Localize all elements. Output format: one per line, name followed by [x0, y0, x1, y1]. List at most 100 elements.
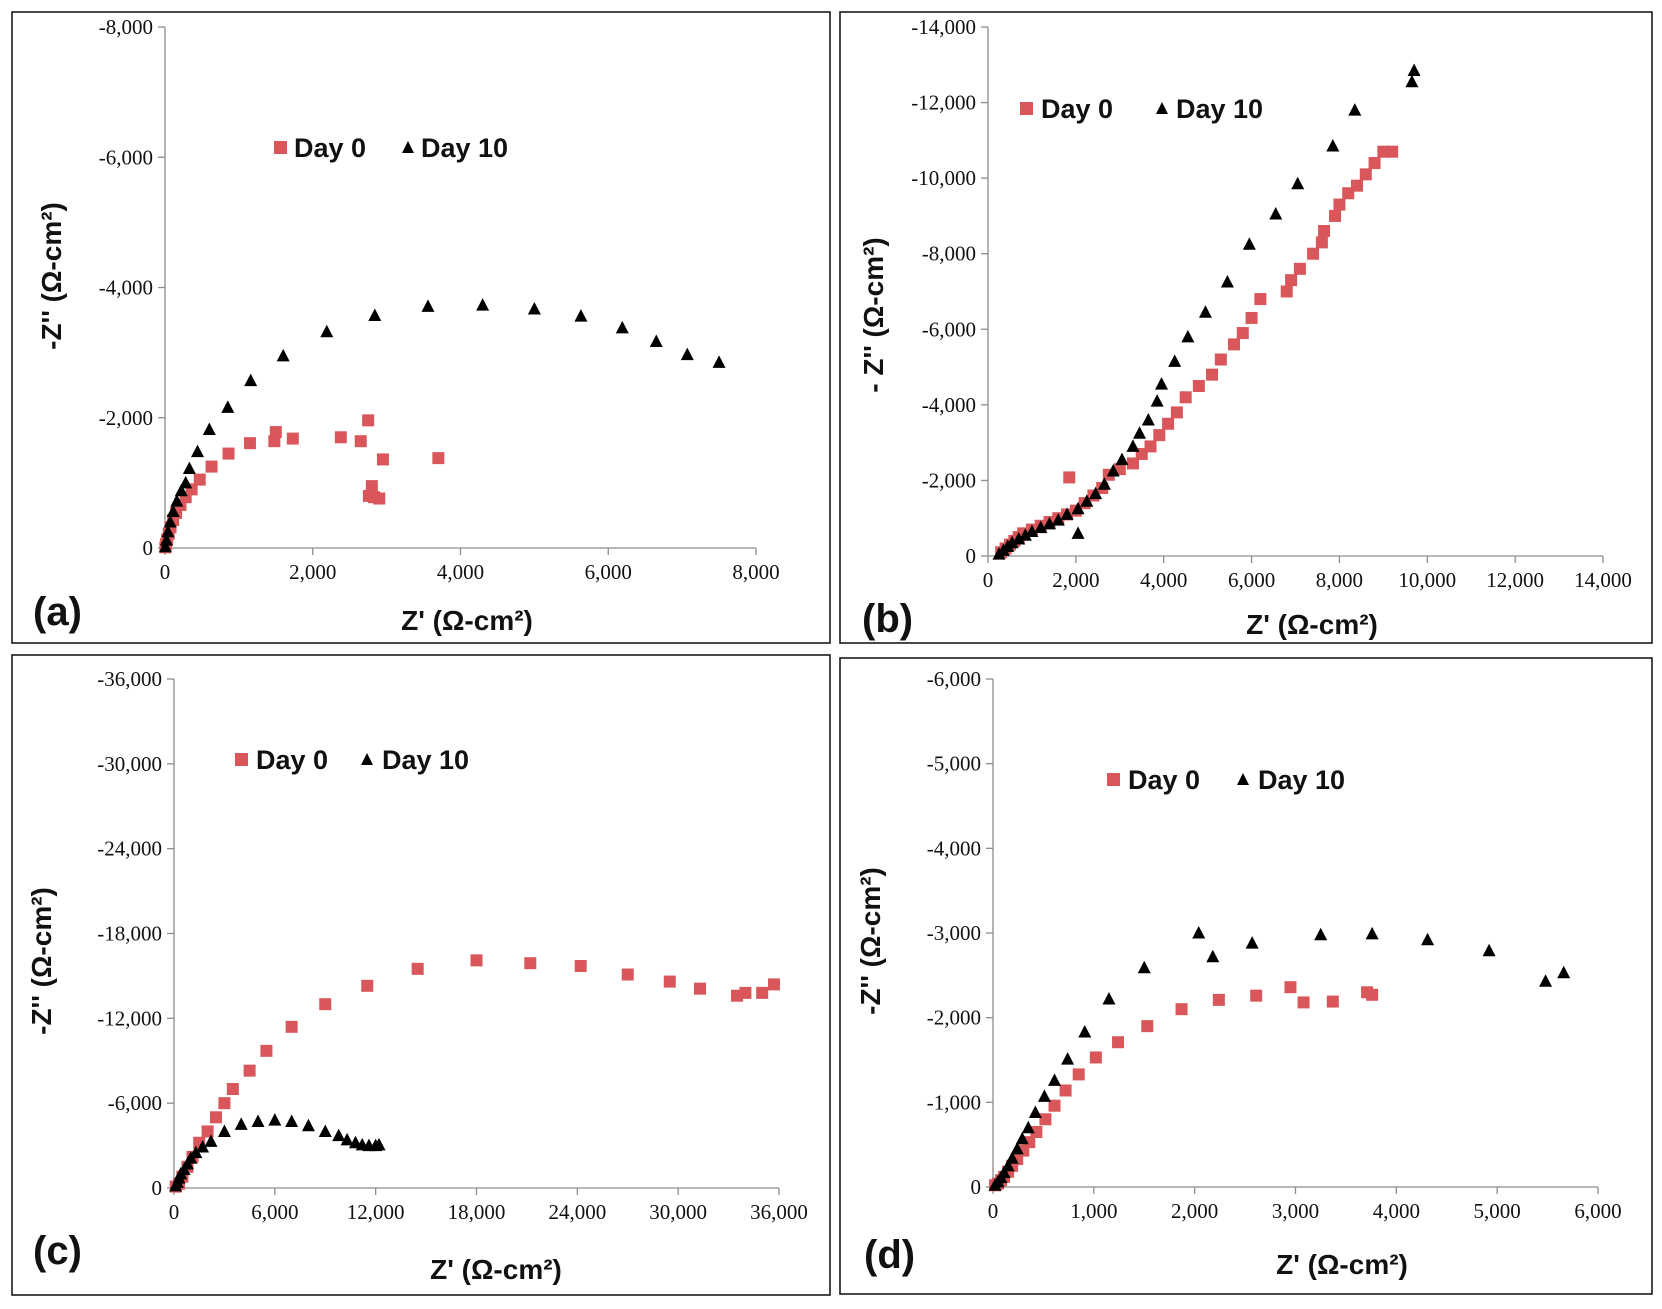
panel-b-point-day10	[1168, 354, 1182, 367]
panel-b-point-day0	[1280, 285, 1293, 298]
panel-d-legend-day0-marker	[1107, 773, 1120, 786]
panel-a-point-day10	[163, 514, 177, 528]
panel-b-point-day10	[1405, 74, 1419, 88]
panel-a-point-day10	[159, 533, 173, 546]
panel-d-point-day0	[1326, 995, 1339, 1008]
panel-d-point-day0	[1284, 981, 1297, 994]
panel-c-point-day10	[301, 1118, 315, 1132]
panel-b-point-day0	[1315, 236, 1328, 249]
panel-a: 0 2,000 4,000 6,000 8,000 0 -2,000 -4,000 -6,000…	[11, 11, 831, 644]
panel-d-point-day0	[1212, 993, 1225, 1006]
panel-d-point-day10	[1010, 1141, 1024, 1155]
panel-b-point-day0	[1245, 311, 1258, 324]
panel-c-point-day0	[411, 962, 424, 975]
panel-d-y-tick-label: -6,000	[927, 667, 981, 691]
panel-a-point-day10	[276, 348, 290, 362]
panel-b-y-tick-label: -4,000	[922, 393, 976, 417]
panel-a-point-day10	[166, 504, 180, 518]
panel-c-point-day10	[332, 1128, 346, 1142]
panel-d-x-tick-label: 2,000	[1171, 1199, 1218, 1223]
panel-b-point-day10	[1097, 477, 1111, 490]
panel-d-point-day0	[1072, 1068, 1085, 1081]
panel-b-y-tick-label: -6,000	[922, 317, 976, 341]
panel-d-point-day10	[1421, 932, 1435, 946]
panel-b-y-tick-label: -8,000	[922, 242, 976, 266]
panel-a-point-day10	[574, 309, 588, 322]
panel-c-point-day0	[260, 1044, 273, 1057]
panel-b-point-day0	[1192, 379, 1205, 392]
panel-a-point-day0	[243, 437, 256, 450]
panel-a-point-day0	[193, 473, 206, 486]
panel-d-y-axis-title: -Z'' (Ω-cm²)	[855, 867, 886, 1015]
panel-b-x-tick-label: 12,000	[1486, 568, 1544, 592]
panel-c-plot: 0 6,000 12,000 18,000 24,000 30,000 36,000 0 -6,…	[97, 667, 808, 1224]
panel-b-point-day10	[1348, 103, 1362, 116]
panel-c-point-day10	[189, 1145, 203, 1159]
panel-d-y-tick-label: -2,000	[927, 1006, 981, 1030]
panel-c-legend: Day 0 Day 10	[235, 745, 469, 775]
panel-d-x-tick-label: 4,000	[1373, 1199, 1420, 1223]
panel-a-point-day10	[615, 320, 629, 334]
panel-b-point-day10	[1071, 501, 1085, 515]
panel-c-y-tick-label: -12,000	[97, 1006, 162, 1030]
panel-a-x-tick-label: 0	[160, 560, 171, 584]
panel-d-point-day10	[1314, 927, 1328, 941]
panel-c-y-tick-label: -24,000	[97, 837, 162, 861]
panel-b-point-day10	[1071, 526, 1085, 539]
panel-d-y-tick-label: -5,000	[927, 752, 981, 776]
panel-d-point-day10	[1539, 974, 1553, 987]
panel-a-point-day10	[191, 444, 205, 458]
panel-a-point-day0	[222, 447, 235, 460]
panel-b-point-day0	[1214, 353, 1227, 366]
panel-b-point-day0	[1144, 440, 1157, 453]
panel-b-label: (b)	[862, 597, 913, 641]
panel-d-point-day10	[1137, 960, 1151, 974]
panel-c-label: (c)	[33, 1229, 82, 1273]
panel-d-x-tick-label: 0	[988, 1199, 999, 1223]
panel-d-point-day10	[1482, 943, 1496, 957]
panel-c-y-tick-label: -36,000	[97, 667, 162, 691]
panel-a-point-day10	[244, 373, 258, 387]
panel-b-point-day10	[1407, 63, 1421, 76]
panel-c-y-tick-label: 0	[152, 1176, 163, 1200]
panel-a-point-day10	[527, 301, 541, 315]
panel-a-point-day10	[320, 324, 334, 338]
panel-b-point-day0	[1329, 209, 1342, 222]
panel-a-y-axis-title: -Z'' (Ω-cm²)	[36, 202, 67, 350]
panel-d-point-day0	[1048, 1099, 1061, 1112]
panel-c-x-axis-title: Z' (Ω-cm²)	[430, 1254, 562, 1285]
panel-b-x-axis-title: Z' (Ω-cm²)	[1246, 609, 1378, 640]
panel-d-x-tick-label: 6,000	[1574, 1199, 1621, 1223]
panel-c-point-day10	[268, 1113, 282, 1126]
panel-b-point-day10	[1220, 275, 1234, 288]
panel-b-point-day0	[1285, 274, 1298, 287]
panel-d-point-day10	[1021, 1120, 1035, 1134]
panel-a-point-day0	[362, 414, 375, 427]
panel-a-point-day0	[373, 492, 386, 505]
panel-c-y-tick-label: -30,000	[97, 752, 162, 776]
panel-a-point-day0	[205, 460, 218, 473]
panel-b-point-day0	[1228, 338, 1240, 351]
panel-d-point-day10	[1001, 1158, 1015, 1172]
panel-b-point-day0	[1179, 391, 1192, 404]
panel-c-point-day0	[243, 1064, 256, 1077]
panel-d-point-day10	[997, 1165, 1011, 1179]
panel-a-y-tick-label: -8,000	[99, 15, 153, 39]
panel-a-point-day0	[376, 453, 389, 466]
panel-c-point-day10	[318, 1124, 332, 1137]
panel-a-x-axis-title: Z' (Ω-cm²)	[401, 605, 533, 636]
panel-a-point-day10	[649, 334, 663, 348]
panel-c-point-day0	[218, 1097, 231, 1110]
panel-d-point-day10	[1028, 1105, 1042, 1118]
panel-a-point-day10	[179, 475, 193, 489]
panel-c-x-tick-label: 30,000	[649, 1200, 707, 1224]
panel-b-x-tick-label: 6,000	[1228, 568, 1275, 592]
panel-a-point-day10	[712, 355, 726, 368]
panel-b-point-day10	[1089, 486, 1103, 500]
panel-b-point-day0	[1333, 198, 1346, 211]
panel-c-y-tick-label: -18,000	[97, 922, 162, 946]
panel-a-point-day0	[432, 452, 445, 465]
panel-b-point-day10	[1291, 176, 1305, 190]
panel-a-point-day0	[365, 480, 378, 493]
panel-b-y-tick-label: -10,000	[911, 166, 976, 190]
